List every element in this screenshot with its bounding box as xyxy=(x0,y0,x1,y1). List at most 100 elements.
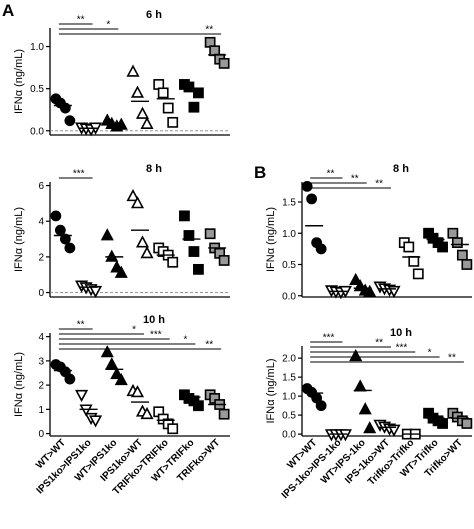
data-point xyxy=(403,241,415,253)
y-tick-label: 0.0 xyxy=(282,430,296,441)
chart-title: 10 h xyxy=(390,327,412,339)
data-point xyxy=(100,345,114,358)
significance-label: ** xyxy=(205,25,213,36)
y-tick-label: 2.0 xyxy=(282,354,296,365)
y-tick-label: 0.5 xyxy=(282,260,296,271)
data-point xyxy=(157,87,169,99)
significance-label: * xyxy=(428,348,432,359)
data-point xyxy=(130,196,145,209)
y-tick-label: 4 xyxy=(38,332,44,343)
data-point xyxy=(100,228,114,241)
significance-label: *** xyxy=(396,343,408,354)
data-point xyxy=(451,237,463,249)
y-axis-label: IFNα (ng/mL) xyxy=(13,49,25,114)
significance-label: *** xyxy=(150,330,162,341)
data-point xyxy=(437,241,448,253)
data-point xyxy=(89,415,103,428)
chart-title: 8 h xyxy=(393,163,409,175)
chart-title: 6 h xyxy=(146,9,162,21)
y-tick-label: 0 xyxy=(38,288,44,299)
data-point xyxy=(64,373,76,385)
data-point xyxy=(183,81,195,93)
significance-label: * xyxy=(184,335,188,346)
data-point xyxy=(447,227,459,239)
y-axis-label: IFNα (ng/mL) xyxy=(265,207,277,272)
significance-label: *** xyxy=(323,333,335,344)
data-point xyxy=(188,246,200,257)
data-point xyxy=(193,87,204,99)
data-point xyxy=(64,242,76,254)
significance-label: ** xyxy=(205,340,213,351)
data-point xyxy=(349,348,363,362)
data-point xyxy=(140,406,154,420)
data-point xyxy=(105,249,119,262)
data-point xyxy=(167,256,179,268)
data-point xyxy=(461,259,473,270)
data-point xyxy=(64,115,76,127)
data-point xyxy=(75,389,89,403)
data-point xyxy=(179,210,190,222)
chart-title: 8 h xyxy=(146,163,162,175)
y-tick-label: 1.5 xyxy=(282,373,296,384)
y-tick-label: 1.0 xyxy=(282,392,296,403)
significance-label: *** xyxy=(73,169,85,180)
significance-label: ** xyxy=(77,320,85,331)
data-point xyxy=(135,235,150,248)
y-tick-label: 0.5 xyxy=(282,411,296,422)
significance-label: ** xyxy=(375,179,383,190)
y-tick-label: 2 xyxy=(38,252,44,263)
data-point xyxy=(140,246,154,259)
y-tick-label: 0 xyxy=(38,429,44,440)
data-point xyxy=(130,85,145,98)
data-point xyxy=(412,268,424,280)
data-point xyxy=(126,188,140,202)
data-point xyxy=(315,243,327,255)
data-point xyxy=(193,400,204,412)
y-tick-label: 4 xyxy=(38,217,44,228)
y-tick-label: 1.5 xyxy=(282,198,296,209)
y-tick-label: 3 xyxy=(38,356,44,367)
data-point xyxy=(110,366,124,380)
significance-label: * xyxy=(132,325,136,336)
data-point xyxy=(162,102,174,114)
data-point xyxy=(363,421,377,434)
data-point xyxy=(301,180,313,192)
data-point xyxy=(353,379,367,392)
data-point xyxy=(306,193,318,205)
data-point xyxy=(188,101,200,113)
y-tick-label: 0.5 xyxy=(30,84,44,95)
data-point xyxy=(437,418,448,429)
y-tick-label: 1.0 xyxy=(30,42,44,53)
data-point xyxy=(59,233,71,245)
significance-label: ** xyxy=(351,174,359,185)
y-axis-label: IFNα (ng/mL) xyxy=(13,352,25,417)
chart-b-8h: 0.0 0.5 1.0 1.5 IFNα (ng/mL) 8 h ** ** ** xyxy=(265,163,473,302)
data-point xyxy=(315,400,327,412)
data-point xyxy=(204,228,216,240)
significance-label: ** xyxy=(327,169,335,180)
y-tick-label: 6 xyxy=(38,181,44,192)
chart-title: 10 h xyxy=(143,314,165,326)
data-point xyxy=(126,64,140,77)
y-tick-label: 2 xyxy=(38,381,44,392)
data-point xyxy=(105,357,119,370)
data-point xyxy=(140,116,154,129)
data-point xyxy=(358,402,372,415)
y-tick-label: 1 xyxy=(38,405,44,416)
y-axis-label: IFNα (ng/mL) xyxy=(13,207,25,272)
panel-letter-a: A xyxy=(2,1,14,20)
data-point xyxy=(461,418,473,429)
data-point xyxy=(130,385,145,398)
data-point xyxy=(456,249,468,261)
data-point xyxy=(408,255,420,267)
y-tick-label: 1.0 xyxy=(282,229,296,240)
data-point xyxy=(193,263,204,275)
significance-label: * xyxy=(106,20,110,31)
significance-label: ** xyxy=(375,338,383,349)
data-point xyxy=(363,284,377,297)
y-tick-label: 0.0 xyxy=(282,291,296,302)
data-point xyxy=(114,117,128,130)
